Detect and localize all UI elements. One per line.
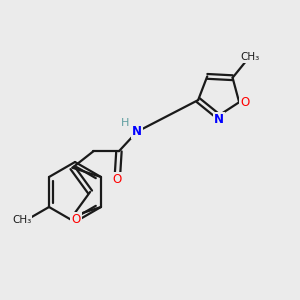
- Text: H: H: [122, 118, 130, 128]
- Text: CH₃: CH₃: [12, 215, 32, 225]
- Text: O: O: [240, 96, 249, 109]
- Text: N: N: [214, 113, 224, 126]
- Text: CH₃: CH₃: [240, 52, 260, 62]
- Text: O: O: [113, 173, 122, 186]
- Text: O: O: [71, 213, 81, 226]
- Text: N: N: [132, 125, 142, 138]
